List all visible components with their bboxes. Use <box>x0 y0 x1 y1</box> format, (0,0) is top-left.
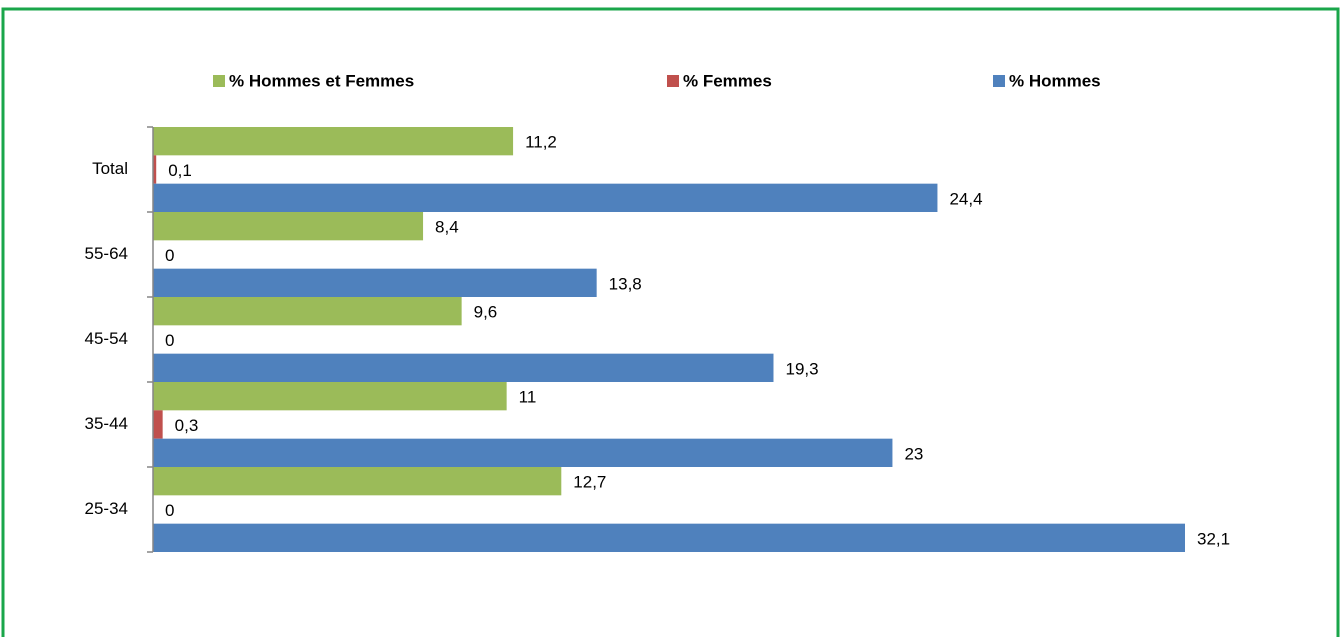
legend-label: % Hommes <box>1009 71 1101 90</box>
legend-label: % Hommes et Femmes <box>229 71 414 90</box>
legend-label: % Femmes <box>683 71 772 90</box>
y-tick-label: 35-44 <box>85 414 128 433</box>
legend-swatch <box>667 75 679 87</box>
y-tick-label: 45-54 <box>85 329 128 348</box>
data-label: 0,1 <box>168 161 192 180</box>
legend-swatch <box>213 75 225 87</box>
bar <box>153 353 774 382</box>
bar <box>153 127 514 156</box>
data-label: 0 <box>165 501 174 520</box>
bar <box>153 410 163 439</box>
bar <box>153 155 157 184</box>
frame <box>1 7 1340 637</box>
data-label: 0 <box>165 331 174 350</box>
data-label: 9,6 <box>474 303 498 322</box>
legend-swatch <box>993 75 1005 87</box>
data-label: 13,8 <box>609 274 642 293</box>
bar <box>153 183 938 212</box>
y-tick-label: 55-64 <box>85 244 128 263</box>
bar <box>153 268 597 297</box>
data-label: 0,3 <box>175 416 199 435</box>
y-tick-label: 25-34 <box>85 499 128 518</box>
data-label: 32,1 <box>1197 529 1230 548</box>
bar <box>153 297 462 326</box>
bar <box>153 438 893 467</box>
y-tick-label: Total <box>92 159 128 178</box>
data-label: 11 <box>519 388 537 407</box>
bar <box>153 467 562 496</box>
bar <box>153 212 424 241</box>
data-label: 8,4 <box>435 218 459 237</box>
data-label: 0 <box>165 246 174 265</box>
data-label: 24,4 <box>949 189 982 208</box>
data-label: 19,3 <box>785 359 818 378</box>
data-label: 12,7 <box>573 473 606 492</box>
data-label: 23 <box>904 444 923 463</box>
data-label: 11,2 <box>525 133 557 152</box>
bar <box>153 523 1185 552</box>
bar <box>153 382 507 411</box>
